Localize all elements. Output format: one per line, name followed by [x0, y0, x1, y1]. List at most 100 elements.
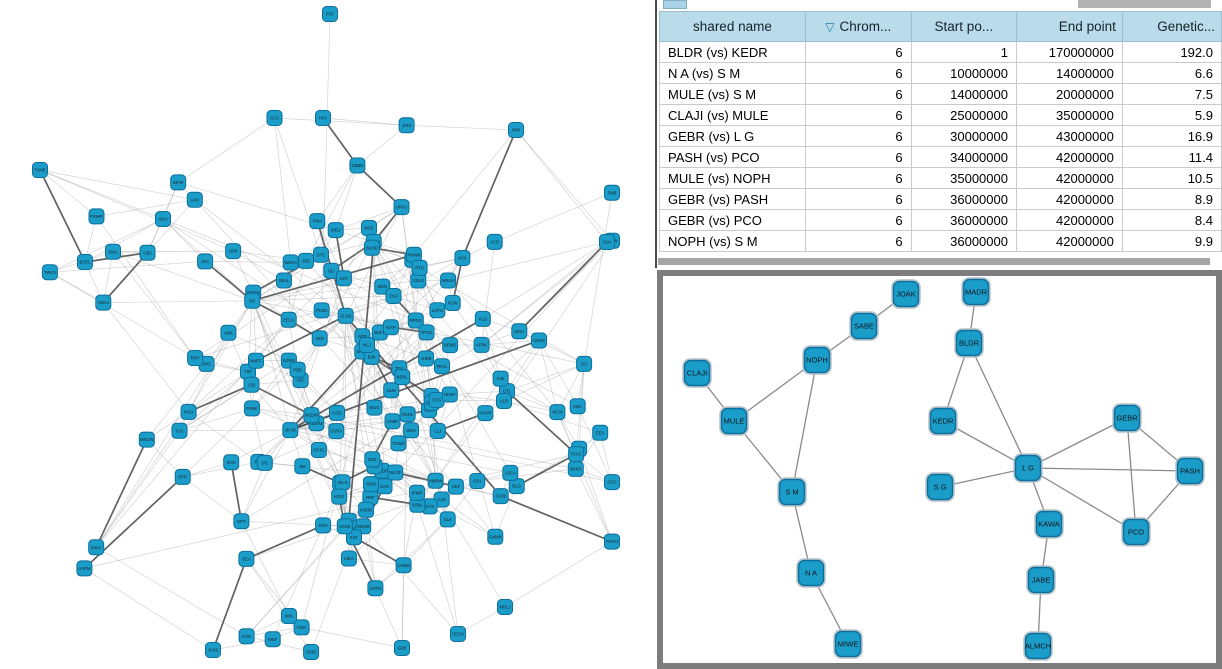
overview-node[interactable]: GBBR	[349, 157, 366, 174]
overview-node[interactable]: POWJ	[604, 533, 620, 550]
overview-node[interactable]: CFBP	[384, 413, 401, 430]
overview-node[interactable]: NFJG	[310, 442, 327, 458]
overview-node[interactable]: GDE	[394, 640, 410, 656]
overview-node[interactable]: KENL	[394, 369, 411, 386]
overview-node[interactable]: LJB	[243, 376, 260, 393]
overview-node[interactable]: PDM	[363, 476, 379, 493]
overview-node[interactable]: IEIU	[469, 473, 486, 489]
overview-node[interactable]: MRLJ	[497, 599, 513, 615]
overview-node[interactable]: AFRK	[473, 336, 490, 353]
column-header-1[interactable]: ▽ Chrom...	[804, 11, 912, 42]
network-node-KEDR[interactable]: KEDR	[928, 406, 958, 436]
overview-node[interactable]: TDWG	[390, 435, 407, 452]
overview-node[interactable]: WLDW	[303, 407, 320, 424]
overview-node[interactable]: UAK	[186, 191, 203, 208]
overview-node[interactable]: CGW	[492, 488, 509, 505]
overview-node[interactable]: ULI	[323, 262, 340, 279]
table-row[interactable]: GEBR (vs) L G 6 30000000 43000000 16.9	[659, 125, 1222, 147]
overview-node[interactable]: TUC	[171, 422, 188, 439]
network-node-MADR[interactable]: MADR	[961, 277, 991, 307]
overview-node[interactable]: PWJ	[309, 213, 326, 230]
panel-tab-fragment[interactable]	[663, 0, 687, 9]
overview-node[interactable]: PCBC	[313, 302, 330, 319]
overview-node[interactable]: WEU	[327, 222, 344, 239]
filter-icon[interactable]: ▽	[825, 20, 835, 34]
overview-node[interactable]: BKKR	[567, 460, 584, 477]
overview-node[interactable]: CWEB	[395, 557, 412, 574]
table-row[interactable]: GEBR (vs) PCO 6 36000000 42000000 8.4	[659, 209, 1222, 231]
overview-node[interactable]: HGR	[293, 619, 310, 636]
overview-node[interactable]: RPDG	[407, 312, 424, 329]
network-node-NOPH[interactable]: NOPH	[802, 345, 832, 375]
network-node-S G[interactable]: S G	[925, 472, 955, 502]
overview-node[interactable]: HMRW	[427, 472, 444, 489]
network-node-BLDR[interactable]: BLDR	[954, 328, 984, 358]
overview-node[interactable]: GLK	[439, 511, 456, 528]
overview-node[interactable]: JOC	[197, 253, 214, 270]
overview-node[interactable]: OBAJ	[95, 294, 112, 311]
overview-node[interactable]: KON	[238, 628, 255, 645]
overview-node[interactable]: EEA	[592, 424, 609, 441]
overview-node[interactable]: JHRB	[418, 350, 435, 367]
network-node-MIWE[interactable]: MIWE	[833, 629, 863, 659]
overview-node[interactable]: FOW	[444, 295, 461, 311]
table-row[interactable]: CLAJI (vs) MULE 6 25000000 35000000 5.9	[659, 104, 1222, 126]
overview-node[interactable]: GBJ	[139, 244, 156, 261]
overview-node[interactable]: IWG	[281, 608, 297, 624]
overview-node[interactable]: IDPM	[170, 174, 187, 191]
overview-node[interactable]: TPCG	[418, 324, 435, 341]
overview-node[interactable]: CJK	[492, 370, 509, 387]
overview-node[interactable]: ALR	[496, 393, 512, 409]
overview-node[interactable]: TAME	[32, 162, 48, 178]
column-header-2[interactable]: Start po...	[910, 11, 1017, 42]
overview-node[interactable]: ADLI	[155, 211, 171, 227]
overview-node[interactable]: ACD	[486, 233, 503, 250]
overview-node[interactable]: TKAC	[568, 446, 585, 463]
overview-node[interactable]: JELG	[334, 474, 351, 491]
overview-node[interactable]: GTC	[313, 246, 329, 263]
overview-node[interactable]: JASS	[205, 642, 221, 658]
overview-node[interactable]: OEKI	[403, 422, 420, 439]
overview-node[interactable]: KLD	[474, 310, 491, 327]
overview-node[interactable]: TWKS	[41, 264, 58, 281]
filtered-network-canvas[interactable]: JOAK MADR SABE BLDR NOPH CLAJI GEBR MULE KEDR L G…	[663, 276, 1216, 663]
overview-node[interactable]: EPP	[174, 468, 191, 485]
table-row[interactable]: MULE (vs) NOPH 6 35000000 42000000 10.5	[659, 167, 1222, 189]
overview-node[interactable]: JKHD	[282, 422, 299, 439]
column-header-3[interactable]: End point	[1015, 11, 1123, 42]
overview-node[interactable]: BAHD	[363, 239, 380, 256]
overview-node[interactable]: KOHR	[477, 405, 494, 422]
overview-node[interactable]: WLOF	[387, 464, 404, 481]
overview-node[interactable]: HFK	[315, 110, 331, 126]
overview-node[interactable]: EINB	[303, 644, 320, 660]
overview-node[interactable]: IPWR	[409, 484, 426, 501]
overview-node[interactable]: RCRL	[399, 406, 416, 423]
overview-node[interactable]: BEMD	[442, 337, 459, 354]
network-node-JOAK[interactable]: JOAK	[891, 279, 921, 309]
horizontal-scrollbar-fragment[interactable]	[1078, 0, 1211, 8]
table-row[interactable]: N A (vs) S M 6 10000000 14000000 6.6	[659, 62, 1222, 84]
overview-node[interactable]: LIU	[576, 355, 593, 372]
overview-node[interactable]: KBC	[569, 398, 586, 415]
overview-node[interactable]: MNUW	[138, 431, 155, 448]
network-node-PASH[interactable]: PASH	[1175, 456, 1205, 486]
overview-node[interactable]: GOD	[329, 404, 345, 421]
network-node-L G[interactable]: L G	[1013, 453, 1043, 483]
overview-network-canvas[interactable]: KONDWWMEFLOTUIJIWDPTSMGNPOWJJDBSCUCJSUDF…	[0, 0, 655, 669]
overview-node[interactable]: EELG	[280, 311, 297, 328]
overview-node[interactable]: FHBK	[244, 400, 260, 417]
overview-node[interactable]: BOFL	[77, 254, 93, 270]
overview-node[interactable]: DPT	[233, 513, 250, 530]
column-header-0[interactable]: shared name	[659, 11, 806, 42]
overview-node[interactable]: WEF	[264, 631, 281, 648]
overview-node[interactable]: IJIW	[225, 243, 242, 260]
overview-node[interactable]: OUJ	[385, 288, 402, 304]
overview-node[interactable]: UAPM	[76, 560, 93, 577]
overview-node[interactable]: WDKA	[282, 254, 299, 271]
network-node-ALMCH[interactable]: ALMCH	[1023, 631, 1053, 661]
overview-node[interactable]: UWNI	[531, 332, 547, 349]
overview-node[interactable]: WCN	[549, 404, 566, 421]
overview-node[interactable]: SBAL	[276, 272, 292, 289]
overview-node[interactable]: NMTF	[248, 352, 264, 369]
overview-node[interactable]: DKO	[315, 517, 332, 534]
